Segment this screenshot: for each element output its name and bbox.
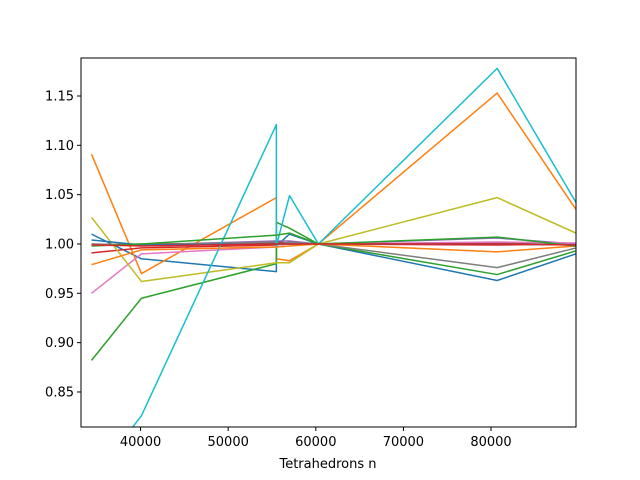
x-axis: 40000 50000 60000 70000 80000 bbox=[120, 427, 512, 450]
series-line-12 bbox=[91, 243, 576, 266]
y-tick-label: 0.85 bbox=[45, 385, 74, 400]
series-line-10 bbox=[131, 67, 576, 427]
x-tick-label: 80000 bbox=[470, 435, 511, 450]
x-tick-label: 40000 bbox=[120, 435, 161, 450]
y-tick-label: 0.90 bbox=[45, 336, 74, 351]
series-layer bbox=[90, 67, 576, 427]
plot-area-frame bbox=[80, 57, 577, 428]
y-tick-label: 1.15 bbox=[45, 89, 74, 104]
x-tick-label: 70000 bbox=[383, 435, 424, 450]
x-tick-label: 50000 bbox=[208, 435, 249, 450]
series-line-13 bbox=[91, 232, 576, 247]
series-line-3 bbox=[90, 221, 576, 361]
x-axis-label: Tetrahedrons n bbox=[278, 457, 376, 472]
series-line-2 bbox=[90, 92, 576, 275]
y-tick-label: 1.00 bbox=[45, 237, 74, 252]
series-line-14 bbox=[91, 243, 576, 247]
y-tick-label: 1.10 bbox=[45, 139, 74, 154]
y-tick-label: 0.95 bbox=[45, 287, 74, 302]
x-tick-label: 60000 bbox=[295, 435, 336, 450]
y-axis: 0.85 0.90 0.95 1.00 1.05 1.10 1.15 bbox=[45, 89, 81, 400]
y-tick-label: 1.05 bbox=[45, 188, 74, 203]
series-line-9 bbox=[90, 196, 576, 283]
